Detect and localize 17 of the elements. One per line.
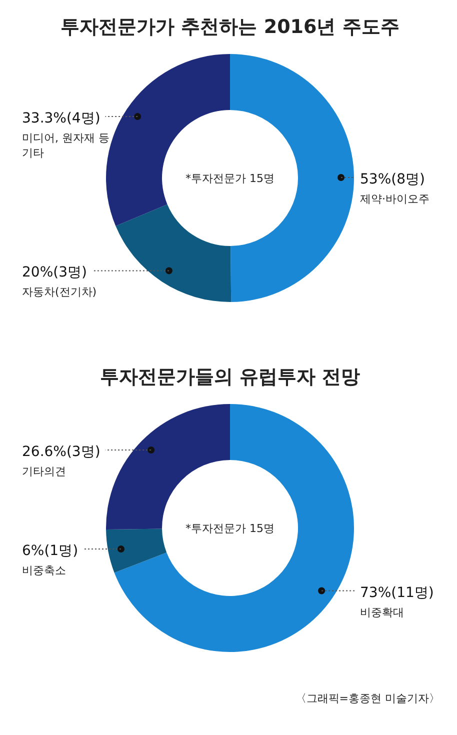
text: 〈그래픽=홍종현 미술기자〉 bbox=[295, 692, 440, 705]
data-label: 26.6%(3명) bbox=[22, 444, 100, 460]
slice-label: 미디어, 원자재 등 기타 bbox=[22, 132, 110, 160]
text: *투자전문가 15명 bbox=[186, 522, 274, 535]
text: *투자전문가 15명 bbox=[186, 172, 274, 185]
slice-label: 비중축소 bbox=[22, 564, 66, 578]
data-label: 53%(8명) bbox=[360, 172, 425, 188]
data-label: 6%(1명) bbox=[22, 543, 78, 560]
data-label: 73%(11명) bbox=[360, 584, 434, 601]
chart-title: 투자전문가들의 유럽투자 전망 bbox=[100, 366, 360, 388]
data-label: 33.3%(4명) bbox=[22, 110, 100, 127]
slice-label: 기타의견 bbox=[22, 464, 66, 478]
slice-label: 자동차(전기차) bbox=[22, 286, 97, 299]
slice-label: 비중확대 bbox=[360, 606, 404, 619]
data-label: 20%(3명) bbox=[22, 264, 87, 281]
chart-title: 투자전문가가 추천하는 2016년 주도주 bbox=[60, 16, 400, 38]
slice-label: 제약·바이오주 bbox=[360, 192, 430, 206]
